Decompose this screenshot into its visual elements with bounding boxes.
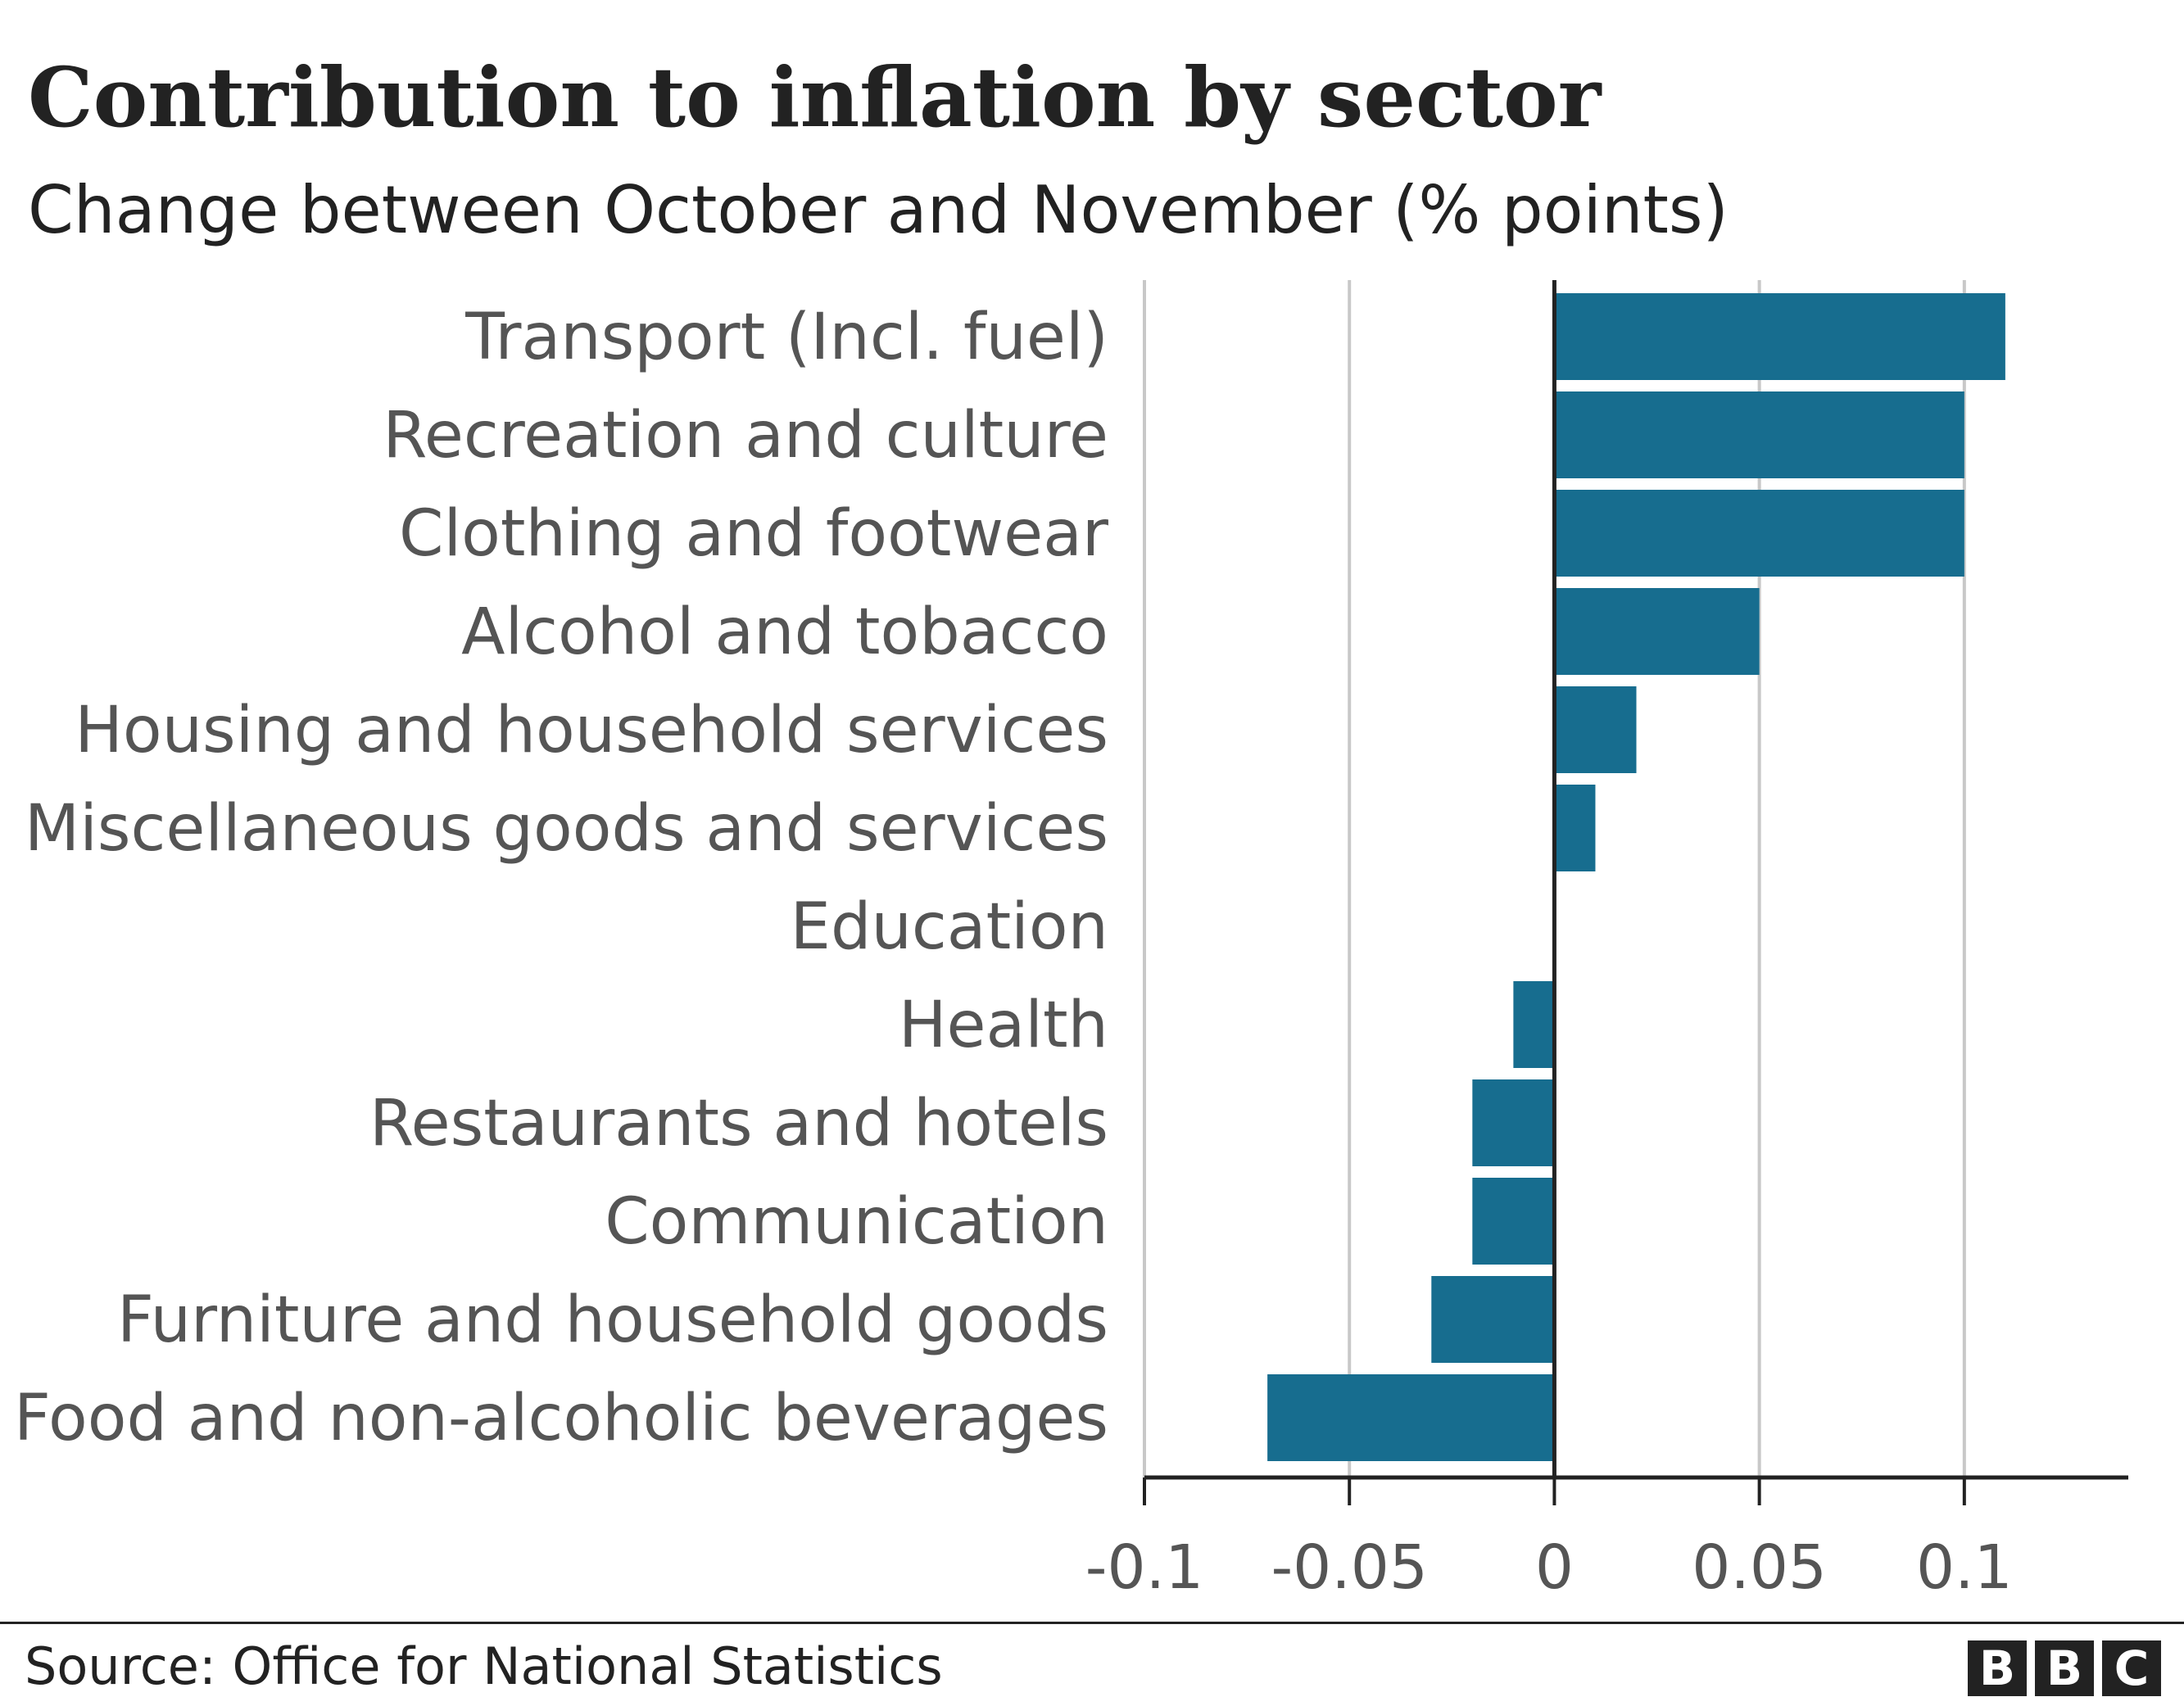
category-label: Food and non-alcoholic beverages [14,1382,1108,1455]
category-label: Recreation and culture [383,399,1108,473]
bar [1472,1178,1555,1265]
category-label: Miscellaneous goods and services [25,792,1108,866]
bar [1472,1079,1555,1166]
x-tick-label: 0.1 [1916,1532,2013,1603]
logo-letter: B [1968,1640,2027,1696]
category-label: Alcohol and tobacco [461,595,1108,669]
category-label: Health [899,989,1108,1062]
x-tick-label: -0.1 [1085,1532,1203,1603]
category-label: Clothing and footwear [399,497,1109,571]
category-label: Education [791,890,1108,964]
category-label: Furniture and household goods [117,1283,1108,1357]
source-text: Source: Office for National Statistics [25,1636,943,1696]
bar [1431,1276,1555,1363]
logo-letter: C [2102,1640,2161,1696]
bar [1554,293,2005,380]
x-tick-label: 0 [1535,1532,1574,1603]
logo-letter: B [2035,1640,2094,1696]
bar [1554,391,1964,478]
footer-divider [0,1622,2184,1624]
bar-chart: -0.1 -0.05 0 0.05 0.1 Transport (Incl. fuel) R… [14,280,2128,1603]
chart-subtitle: Change between October and November (% p… [28,172,1729,248]
x-tick-label: 0.05 [1692,1532,1827,1603]
bar [1554,686,1637,773]
chart-title: Contribution to inflation by sector [28,49,1602,146]
bar [1554,490,1964,577]
bar [1267,1374,1555,1461]
x-tick-label: -0.05 [1271,1532,1427,1603]
category-label: Housing and household services [75,694,1108,767]
bar [1554,785,1596,871]
category-label: Transport (Incl. fuel) [464,301,1108,374]
category-label: Communication [605,1185,1108,1259]
category-label: Restaurants and hotels [369,1087,1108,1161]
bbc-logo: B B C [1968,1640,2161,1696]
bar [1513,981,1555,1068]
bar [1554,588,1760,675]
